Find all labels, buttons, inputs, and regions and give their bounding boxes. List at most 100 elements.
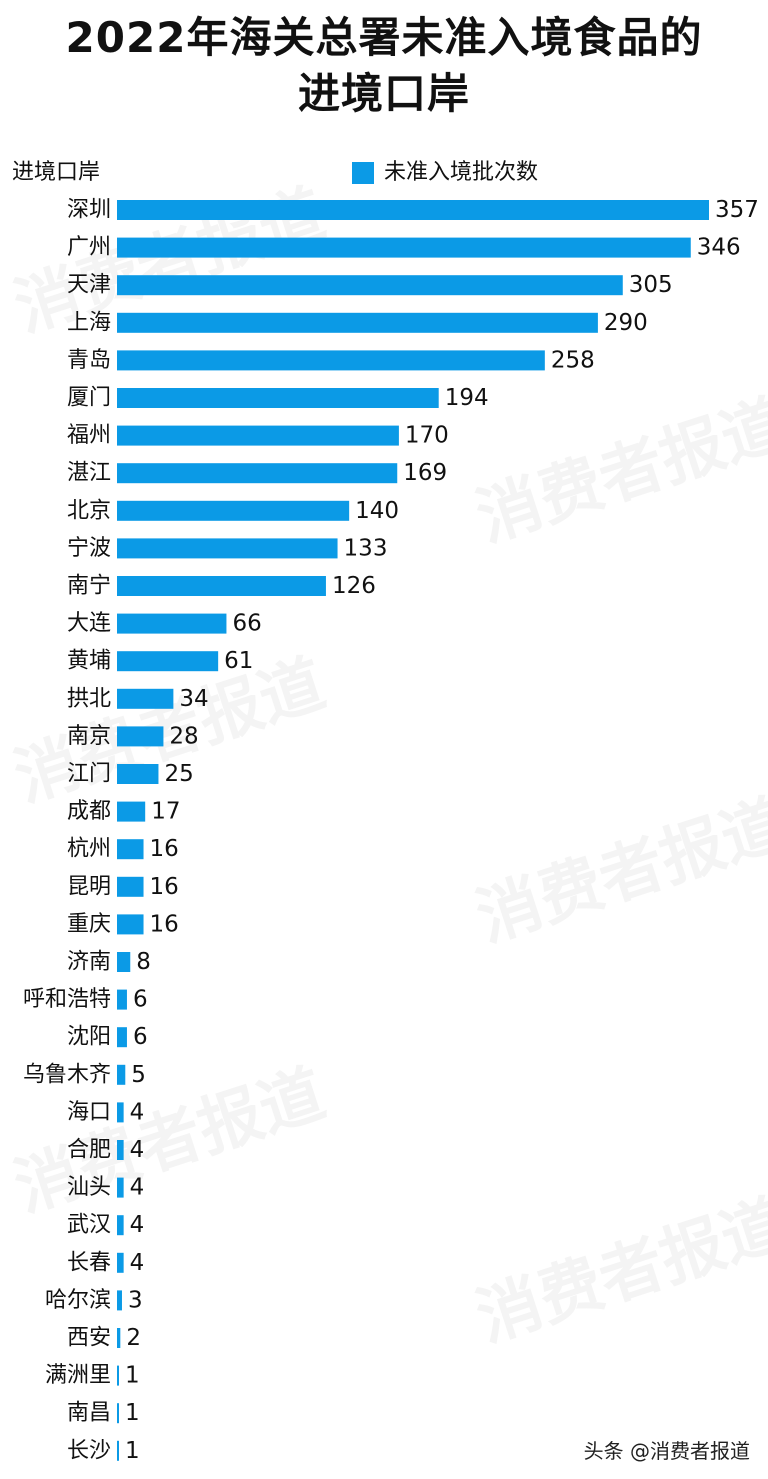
bar [117, 1102, 124, 1123]
category-label: 西安 [67, 1326, 111, 1351]
category-label: 江门 [67, 762, 111, 787]
bar [117, 1328, 121, 1348]
bar [117, 275, 623, 296]
category-label: 汕头 [67, 1175, 111, 1200]
category-label: 昆明 [67, 874, 111, 899]
category-label: 哈尔滨 [45, 1288, 111, 1313]
category-label: 南昌 [67, 1401, 111, 1426]
bar [117, 1177, 124, 1198]
category-label: 成都 [67, 799, 111, 824]
data-label: 16 [150, 836, 179, 862]
bar [117, 1365, 119, 1386]
category-label: 深圳 [67, 198, 111, 223]
category-label: 重庆 [67, 912, 111, 937]
data-label: 28 [169, 723, 198, 749]
bar [117, 764, 159, 784]
data-label: 1 [125, 1438, 140, 1464]
category-label: 黄埔 [67, 649, 111, 674]
bar [117, 839, 144, 860]
category-label: 济南 [67, 950, 111, 975]
bar [117, 576, 326, 596]
bar [117, 726, 164, 747]
bar [117, 425, 399, 446]
data-label: 258 [551, 347, 595, 373]
data-label: 140 [355, 498, 399, 524]
category-label: 福州 [67, 423, 111, 448]
bar [117, 1215, 124, 1236]
category-label: 杭州 [67, 837, 111, 862]
data-label: 6 [133, 987, 148, 1013]
category-label: 大连 [67, 611, 111, 636]
bar [117, 801, 146, 822]
data-label: 305 [629, 272, 673, 298]
bar [117, 989, 127, 1010]
legend-label: 未准入境批次数 [384, 160, 539, 185]
category-label: 天津 [67, 273, 111, 298]
bar [117, 914, 144, 935]
category-label: 青岛 [67, 348, 111, 373]
bar [117, 1252, 124, 1273]
category-label: 乌鲁木齐 [23, 1062, 111, 1087]
data-label: 1 [125, 1400, 140, 1426]
data-label: 8 [136, 949, 151, 975]
data-label: 61 [224, 648, 253, 674]
bar [117, 500, 350, 521]
bar [117, 237, 691, 258]
data-label: 2 [126, 1325, 141, 1351]
data-label: 4 [130, 1250, 145, 1276]
bar [117, 200, 709, 220]
bar [117, 1140, 124, 1160]
bar [117, 388, 439, 408]
category-label: 宁波 [67, 536, 111, 561]
bar [117, 1290, 122, 1311]
footer-source: 头条 @消费者报道 [583, 1439, 750, 1463]
data-label: 4 [130, 1137, 145, 1163]
chart-title: 2022年海关总署未准入境食品的 进境口岸 [0, 10, 768, 122]
bar [117, 651, 219, 672]
data-label: 357 [715, 197, 759, 223]
data-label: 17 [151, 799, 180, 825]
chart-title-line1: 2022年海关总署未准入境食品的 [65, 13, 703, 62]
data-label: 346 [697, 235, 741, 261]
bar [117, 1027, 127, 1048]
category-label: 上海 [67, 310, 111, 335]
bar [117, 538, 338, 559]
data-label: 4 [130, 1099, 145, 1125]
category-label: 广州 [67, 235, 111, 260]
category-label: 长春 [67, 1250, 111, 1275]
category-label: 沈阳 [67, 1025, 111, 1050]
category-label: 湛江 [67, 461, 111, 486]
category-axis-title: 进境口岸 [12, 160, 101, 185]
data-label: 16 [150, 874, 179, 900]
bar [117, 613, 227, 634]
data-label: 25 [164, 761, 193, 787]
bar [117, 312, 598, 333]
category-label: 拱北 [67, 686, 111, 711]
legend-swatch [352, 162, 374, 184]
category-label: 武汉 [67, 1213, 111, 1238]
category-label: 合肥 [67, 1138, 111, 1163]
data-label: 1 [125, 1363, 140, 1389]
data-label: 169 [403, 460, 447, 486]
data-label: 16 [150, 911, 179, 937]
data-label: 4 [130, 1212, 145, 1238]
bar [117, 876, 144, 897]
category-label: 厦门 [67, 386, 111, 411]
data-label: 3 [128, 1287, 143, 1313]
chart-title-line2: 进境口岸 [297, 69, 470, 118]
legend: 未准入境批次数 [352, 158, 538, 188]
category-label: 北京 [67, 498, 111, 523]
data-label: 126 [332, 573, 376, 599]
category-label: 满洲里 [45, 1363, 111, 1388]
bar [117, 463, 398, 484]
data-label: 66 [232, 611, 261, 637]
category-label: 海口 [67, 1100, 111, 1125]
data-label: 6 [133, 1024, 148, 1050]
data-label: 170 [405, 423, 449, 449]
category-label: 南宁 [67, 574, 111, 599]
data-label: 290 [604, 310, 648, 336]
data-label: 133 [344, 535, 388, 561]
bar [117, 688, 174, 709]
category-label: 南京 [67, 724, 111, 749]
